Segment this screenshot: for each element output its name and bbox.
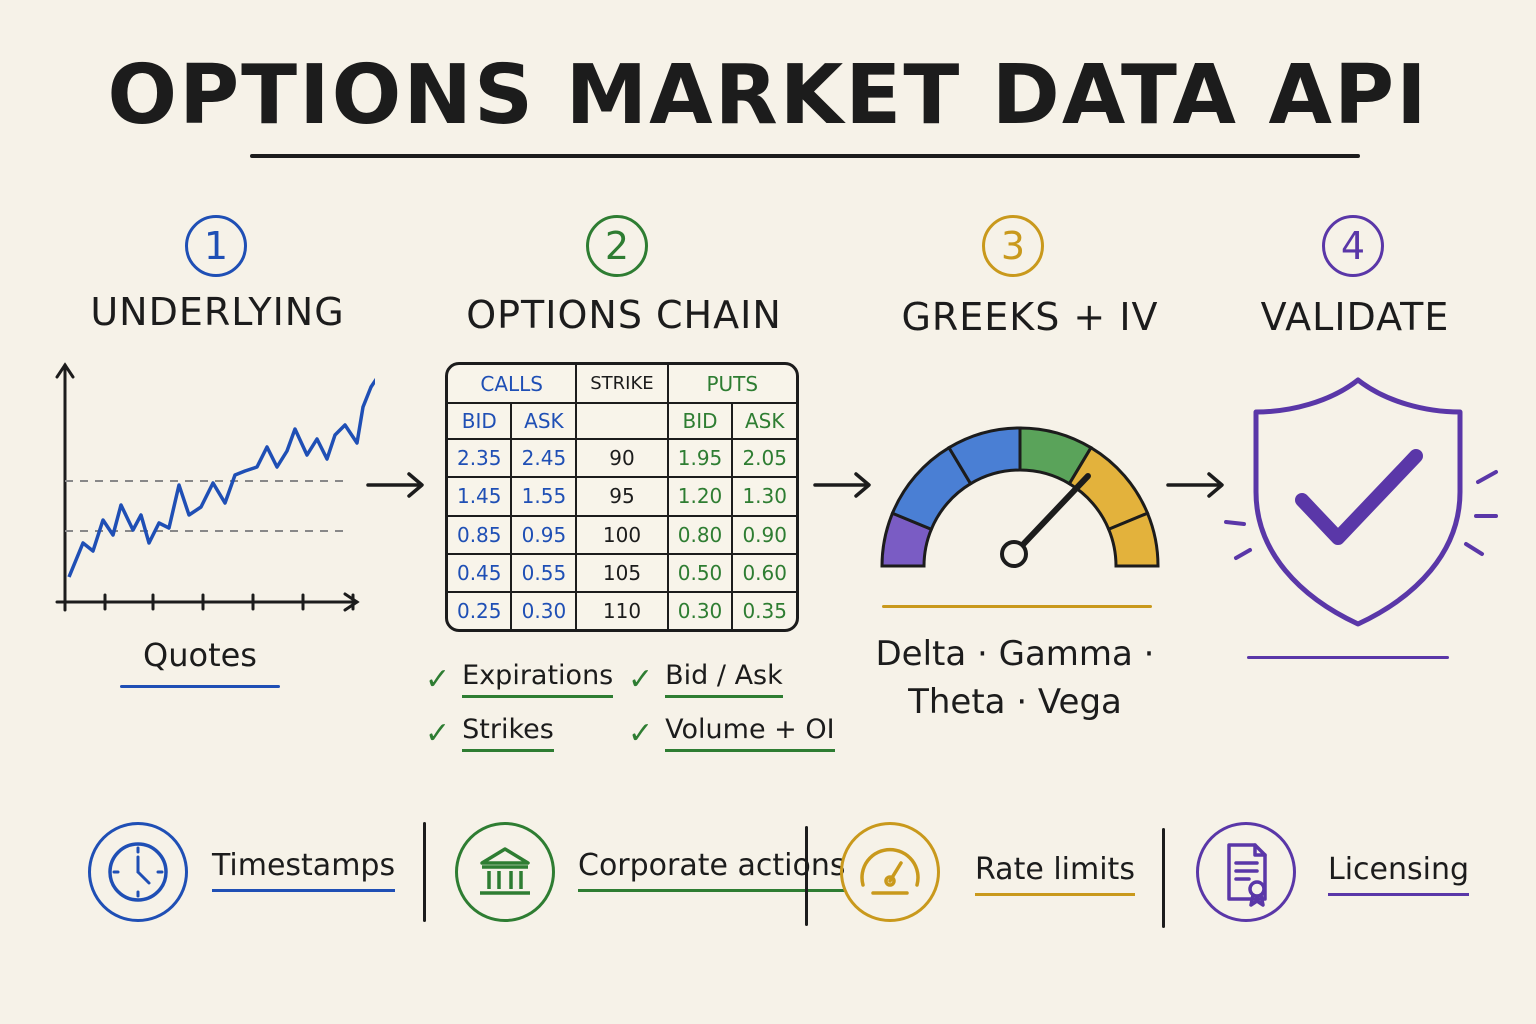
checklist-item-volume-oi: ✓ Volume + OI bbox=[628, 714, 835, 752]
puts-header: PUTS bbox=[666, 365, 796, 404]
checklist-item-strikes: ✓ Strikes bbox=[425, 714, 554, 752]
put-ask-cell: 0.35 bbox=[731, 591, 796, 629]
check-icon: ✓ bbox=[628, 661, 654, 697]
shield-outline bbox=[1253, 377, 1463, 627]
put-bid-cell: 0.50 bbox=[666, 552, 734, 594]
step-4-number: 4 bbox=[1322, 215, 1384, 277]
bank-icon bbox=[455, 822, 555, 922]
chain-subheader-row: BID ASK BID ASK bbox=[448, 402, 796, 440]
greeks-line-2: Theta · Vega bbox=[908, 682, 1122, 722]
divider bbox=[1162, 828, 1165, 928]
table-row: 2.35 2.45 90 1.95 2.05 bbox=[448, 437, 796, 479]
call-ask-cell: 0.95 bbox=[510, 514, 578, 555]
call-ask-header: ASK bbox=[510, 402, 578, 440]
put-bid-header: BID bbox=[666, 402, 734, 440]
title-underline bbox=[250, 154, 1360, 158]
call-bid-header: BID bbox=[448, 402, 513, 440]
call-ask-cell: 0.55 bbox=[510, 552, 578, 594]
line-chart-icon bbox=[55, 362, 375, 612]
table-row: 0.85 0.95 100 0.80 0.90 bbox=[448, 514, 796, 555]
table-row: 0.45 0.55 105 0.50 0.60 bbox=[448, 552, 796, 594]
call-bid-cell: 2.35 bbox=[448, 437, 513, 479]
put-bid-cell: 1.20 bbox=[666, 476, 734, 517]
put-bid-cell: 1.95 bbox=[666, 437, 734, 479]
put-ask-header: ASK bbox=[731, 402, 796, 440]
checklist-item-bid-ask: ✓ Bid / Ask bbox=[628, 660, 783, 698]
call-ask-cell: 2.45 bbox=[510, 437, 578, 479]
gauge-underline bbox=[882, 605, 1152, 608]
calls-header: CALLS bbox=[448, 365, 578, 404]
chain-header-row: CALLS STRIKE PUTS bbox=[448, 365, 796, 404]
put-ask-cell: 0.90 bbox=[731, 514, 796, 555]
step-2-number: 2 bbox=[586, 215, 648, 277]
call-ask-cell: 0.30 bbox=[510, 591, 578, 629]
gauge-needle bbox=[1011, 473, 1091, 557]
feature-label-corporate-actions: Corporate actions bbox=[578, 848, 846, 892]
check-icon: ✓ bbox=[425, 715, 451, 751]
arrow-right-icon bbox=[366, 472, 424, 498]
strike-cell: 95 bbox=[575, 476, 669, 517]
gauge-icon bbox=[880, 426, 1160, 568]
shield-underline bbox=[1247, 656, 1449, 659]
feature-label-rate-limits: Rate limits bbox=[975, 852, 1135, 896]
clock-icon bbox=[88, 822, 188, 922]
sparkle-lines bbox=[1224, 470, 1498, 560]
arrow-right-icon bbox=[813, 472, 871, 498]
chart-axes bbox=[55, 362, 360, 612]
call-bid-cell: 0.25 bbox=[448, 591, 513, 629]
gauge-pivot bbox=[1000, 540, 1028, 568]
call-bid-cell: 0.45 bbox=[448, 552, 513, 594]
step-1-title: UNDERLYING bbox=[90, 290, 345, 334]
greeks-line-1: Delta · Gamma · bbox=[875, 634, 1155, 674]
feature-label-timestamps: Timestamps bbox=[212, 848, 396, 892]
shield-check-icon bbox=[1224, 377, 1498, 627]
call-bid-cell: 0.85 bbox=[448, 514, 513, 555]
step-3-number: 3 bbox=[982, 215, 1044, 277]
put-bid-cell: 0.80 bbox=[666, 514, 734, 555]
table-row: 1.45 1.55 95 1.20 1.30 bbox=[448, 476, 796, 517]
step-1-number: 1 bbox=[185, 215, 247, 277]
put-ask-cell: 1.30 bbox=[731, 476, 796, 517]
strike-subheader-blank bbox=[575, 402, 669, 440]
certificate-icon bbox=[1196, 822, 1296, 922]
put-ask-cell: 2.05 bbox=[731, 437, 796, 479]
greeks-list: Delta · Gamma · Theta · Vega bbox=[865, 630, 1165, 726]
price-line bbox=[67, 377, 375, 578]
call-bid-cell: 1.45 bbox=[448, 476, 513, 517]
strike-cell: 100 bbox=[575, 514, 669, 555]
quotes-caption: Quotes bbox=[143, 636, 257, 674]
arrow-right-icon bbox=[1166, 472, 1224, 498]
strike-cell: 105 bbox=[575, 552, 669, 594]
call-ask-cell: 1.55 bbox=[510, 476, 578, 517]
check-icon: ✓ bbox=[628, 715, 654, 751]
put-ask-cell: 0.60 bbox=[731, 552, 796, 594]
strike-header: STRIKE bbox=[575, 365, 669, 404]
strike-cell: 90 bbox=[575, 437, 669, 479]
quotes-underline bbox=[120, 685, 280, 688]
put-bid-cell: 0.30 bbox=[666, 591, 734, 629]
strike-cell: 110 bbox=[575, 591, 669, 629]
divider bbox=[423, 822, 426, 922]
table-row: 0.25 0.30 110 0.30 0.35 bbox=[448, 591, 796, 629]
check-icon bbox=[1295, 449, 1423, 545]
gauge-segment bbox=[1106, 511, 1160, 568]
options-chain-table: CALLS STRIKE PUTS BID ASK BID ASK 2.35 2… bbox=[445, 362, 799, 632]
step-3-title: GREEKS + IV bbox=[901, 295, 1159, 339]
step-2-title: OPTIONS CHAIN bbox=[466, 293, 782, 337]
check-icon: ✓ bbox=[425, 661, 451, 697]
divider bbox=[805, 826, 808, 926]
checklist-item-expirations: ✓ Expirations bbox=[425, 660, 614, 698]
step-4-title: VALIDATE bbox=[1260, 295, 1450, 339]
speedometer-icon bbox=[840, 822, 940, 922]
page-title: OPTIONS MARKET DATA API bbox=[107, 48, 1429, 143]
feature-label-licensing: Licensing bbox=[1328, 852, 1470, 896]
